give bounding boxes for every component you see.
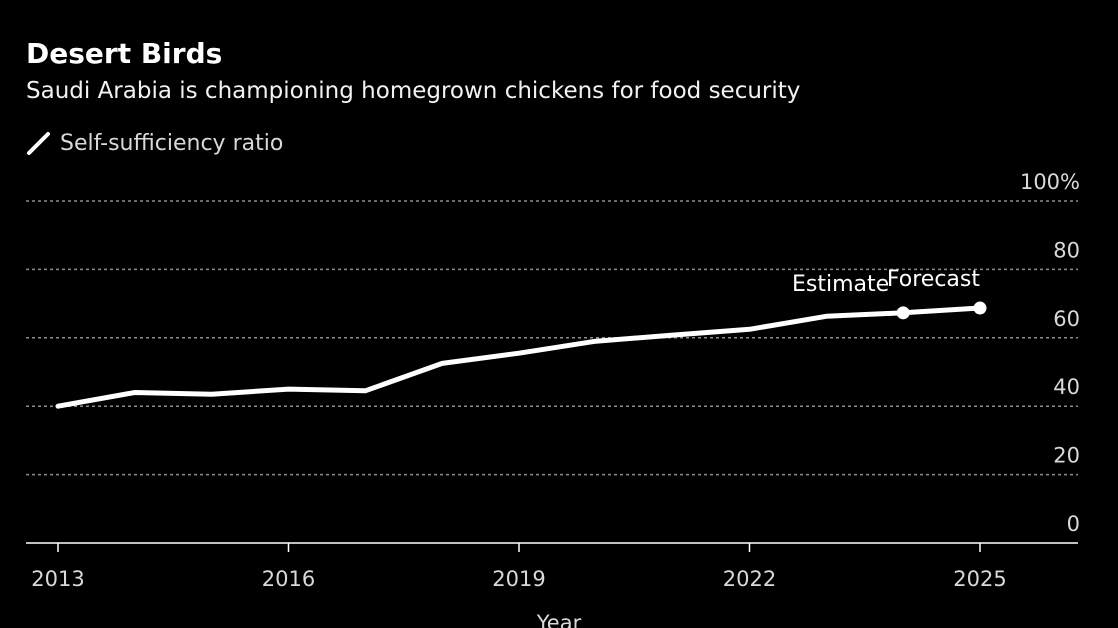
y-tick-label-60: 60 [1053,307,1080,331]
y-tick-label-80: 80 [1053,238,1080,262]
x-tick-label-2013: 2013 [31,567,84,591]
annotation-estimate: Estimate [792,272,889,297]
marker-estimate [896,306,910,320]
y-tick-label-20: 20 [1053,444,1080,468]
y-tick-label-0: 0 [1067,512,1080,536]
series-line-self-sufficiency [55,305,983,409]
legend: Self-sufficiency ratio [26,128,283,158]
annotation-forecast: Forecast [887,267,980,292]
legend-label: Self-sufficiency ratio [60,130,284,156]
y-tick-label-100: 100% [1020,170,1080,194]
marker-forecast [973,301,987,315]
x-tick-label-2019: 2019 [492,567,545,591]
chart-title: Desert Birds [26,37,223,70]
y-tick-label-40: 40 [1053,375,1080,399]
legend-line-swatch [27,132,50,155]
x-axis-title: Year [536,611,582,628]
x-tick-label-2022: 2022 [723,567,776,591]
x-tick-label-2025: 2025 [953,567,1006,591]
x-tick-label-2016: 2016 [262,567,315,591]
chart-subtitle: Saudi Arabia is championing homegrown ch… [26,78,801,104]
